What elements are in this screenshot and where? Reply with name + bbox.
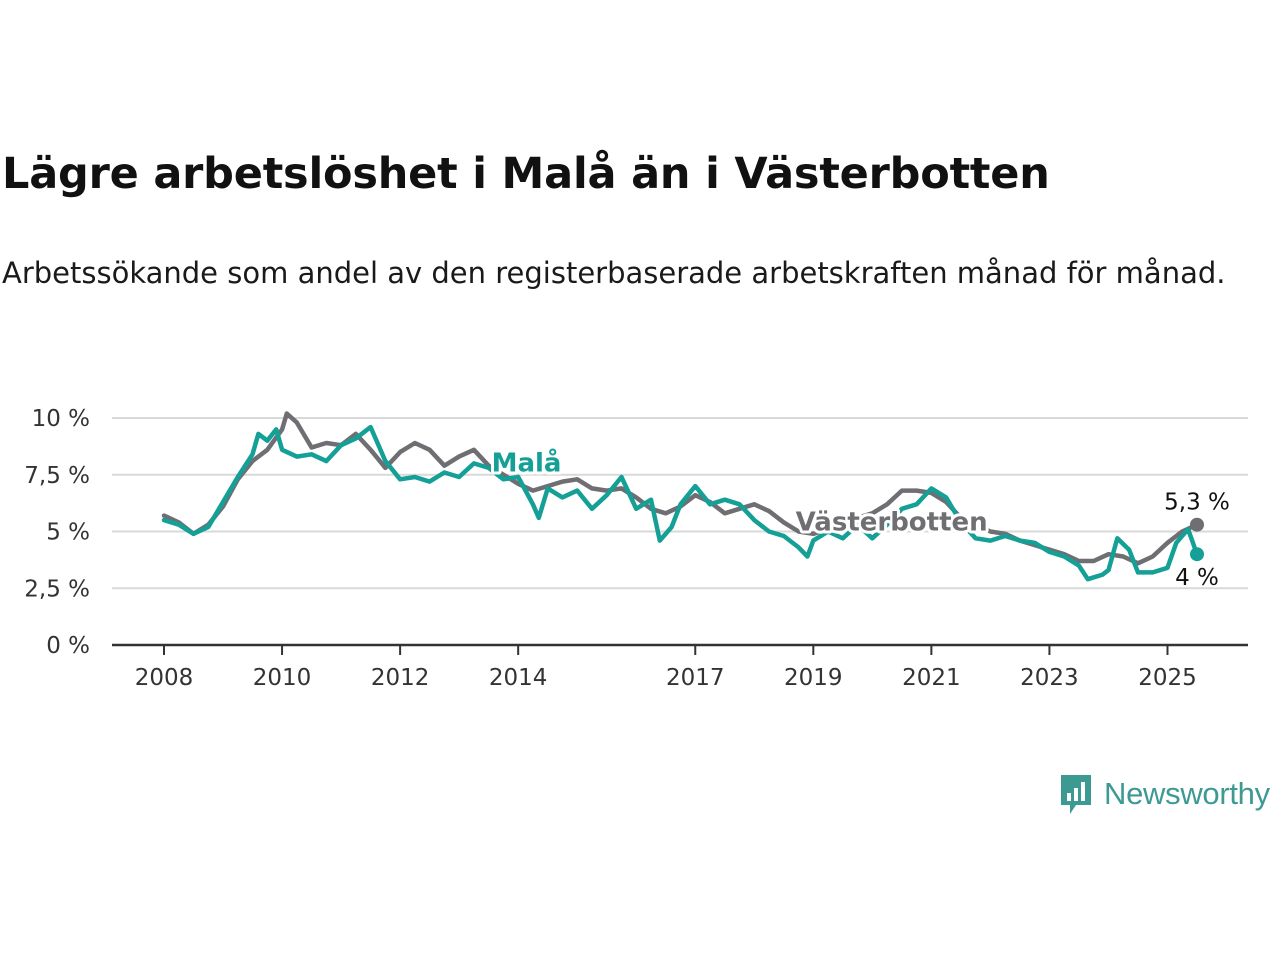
y-axis-labels: 0 % 2,5 % 5 % 7,5 % 10 % <box>24 406 90 659</box>
logo-text: Newsworthy <box>1104 776 1270 811</box>
series-lines <box>161 411 1204 582</box>
x-tick-label: 2014 <box>489 665 548 691</box>
x-tick-label: 2025 <box>1138 665 1197 691</box>
x-tick-label: 2008 <box>135 665 194 691</box>
chart-title: Lägre arbetslöshet i Malå än i Västerbot… <box>2 149 1050 199</box>
line-chart: 0 % 2,5 % 5 % 7,5 % 10 % 2008 2010 2012 2014 201… <box>24 406 1248 691</box>
x-tick-label: 2010 <box>253 665 312 691</box>
y-tick-label: 10 % <box>32 406 90 432</box>
series-line-1 <box>161 424 1200 582</box>
newsworthy-logo: Newsworthy <box>1058 772 1270 816</box>
series-end-point-1 <box>1190 547 1204 562</box>
x-tick-label: 2012 <box>371 665 430 691</box>
x-tick-label: 2019 <box>784 665 843 691</box>
y-tick-label: 0 % <box>46 633 90 659</box>
end-value-label: 4 % <box>1175 565 1219 591</box>
y-tick-label: 5 % <box>46 520 90 546</box>
x-tick-label: 2021 <box>902 665 961 691</box>
x-axis: 2008 2010 2012 2014 2017 2019 2021 2023 2025 <box>112 643 1248 691</box>
x-tick-label: 2023 <box>1020 665 1079 691</box>
annotations: 5,3 % 4 % Malå Västerbotten <box>489 443 1230 591</box>
series-end-point-0 <box>1190 517 1204 532</box>
y-tick-label: 2,5 % <box>24 576 90 602</box>
series-line-0 <box>161 411 1200 566</box>
y-tick-label: 7,5 % <box>24 463 90 489</box>
series-name-label: Västerbotten <box>796 507 988 537</box>
x-tick-label: 2017 <box>666 665 725 691</box>
grid-lines <box>112 417 1248 590</box>
series-name-label: Malå <box>492 446 562 478</box>
chart-subtitle: Arbetssökande som andel av den registerb… <box>2 256 1226 290</box>
end-value-label: 5,3 % <box>1164 490 1230 516</box>
newsworthy-logo-icon <box>1061 775 1091 814</box>
